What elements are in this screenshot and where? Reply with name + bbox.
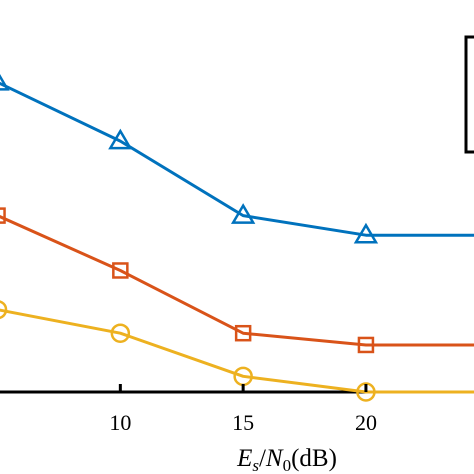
series-line-triangle	[0, 81, 474, 237]
x-tick-label: 15	[232, 410, 254, 435]
x-label-var1: E	[236, 445, 252, 472]
data-point-square	[234, 324, 252, 342]
data-point-triangle	[230, 203, 256, 224]
x-label-var2: N	[265, 445, 284, 472]
x-label-slash: /	[259, 445, 266, 472]
x-label-unit: (dB)	[291, 445, 337, 472]
data-point-square	[112, 262, 129, 279]
x-label-sub2: 0	[283, 456, 292, 474]
data-point-circle	[110, 323, 131, 343]
series-circle	[0, 300, 474, 402]
series-line-square	[0, 215, 474, 347]
data-point-square	[0, 207, 6, 224]
x-tick-label: 20	[355, 410, 377, 435]
legend-box	[464, 35, 474, 154]
series-line-circle	[0, 308, 474, 394]
x-axis-label: Es/N0(dB)	[236, 445, 337, 474]
legend	[464, 35, 474, 154]
data-point-triangle	[0, 74, 10, 91]
series-square	[0, 207, 474, 354]
series-layer	[0, 74, 474, 402]
data-point-circle	[356, 382, 376, 402]
x-tick-label: 10	[109, 410, 131, 435]
x-ticks: 10 15 20	[109, 384, 377, 435]
x-label-sub1: s	[252, 456, 259, 474]
data-point-triangle	[353, 222, 379, 244]
data-point-circle	[0, 300, 8, 320]
data-point-triangle	[108, 128, 133, 150]
series-triangle	[0, 74, 474, 244]
data-point-square	[357, 336, 375, 354]
